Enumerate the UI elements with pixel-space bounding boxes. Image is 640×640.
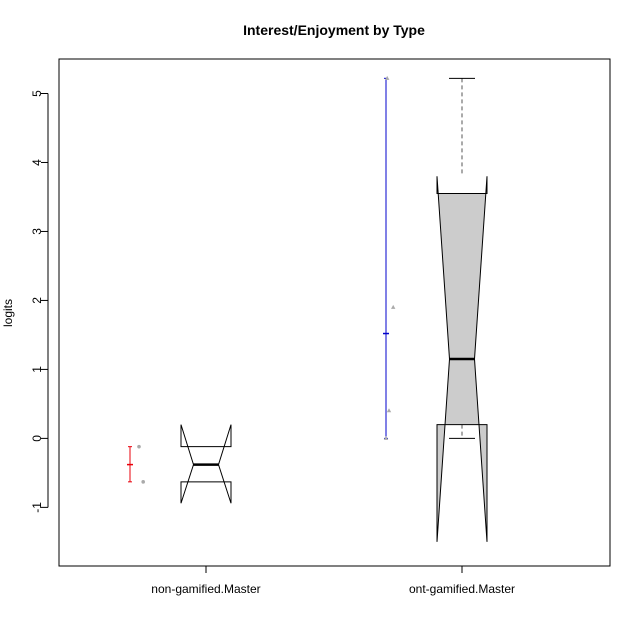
y-tick-label: 0 — [30, 435, 44, 442]
chart-title: Interest/Enjoyment by Type — [243, 22, 425, 38]
data-point — [385, 75, 390, 80]
y-tick-label: 4 — [30, 159, 44, 166]
y-tick-label: 1 — [30, 366, 44, 373]
data-point — [386, 408, 392, 413]
y-tick-label: 3 — [30, 228, 44, 235]
plot-area-frame — [58, 58, 611, 567]
y-tick-label: -1 — [30, 502, 44, 513]
y-tick-label: 2 — [30, 297, 44, 304]
data-point — [383, 435, 389, 440]
data-point — [141, 480, 145, 484]
plot-layer: -1 0 1 2 3 4 5 non-gamified.Master ont-gamified.… — [30, 75, 515, 596]
y-tick-label: 5 — [30, 90, 44, 97]
data-point — [137, 444, 141, 449]
x-tick-label: non-gamified.Master — [151, 582, 260, 596]
data-point — [391, 304, 396, 309]
y-axis-label: logits — [1, 299, 15, 327]
x-tick-label: ont-gamified.Master — [409, 582, 515, 596]
